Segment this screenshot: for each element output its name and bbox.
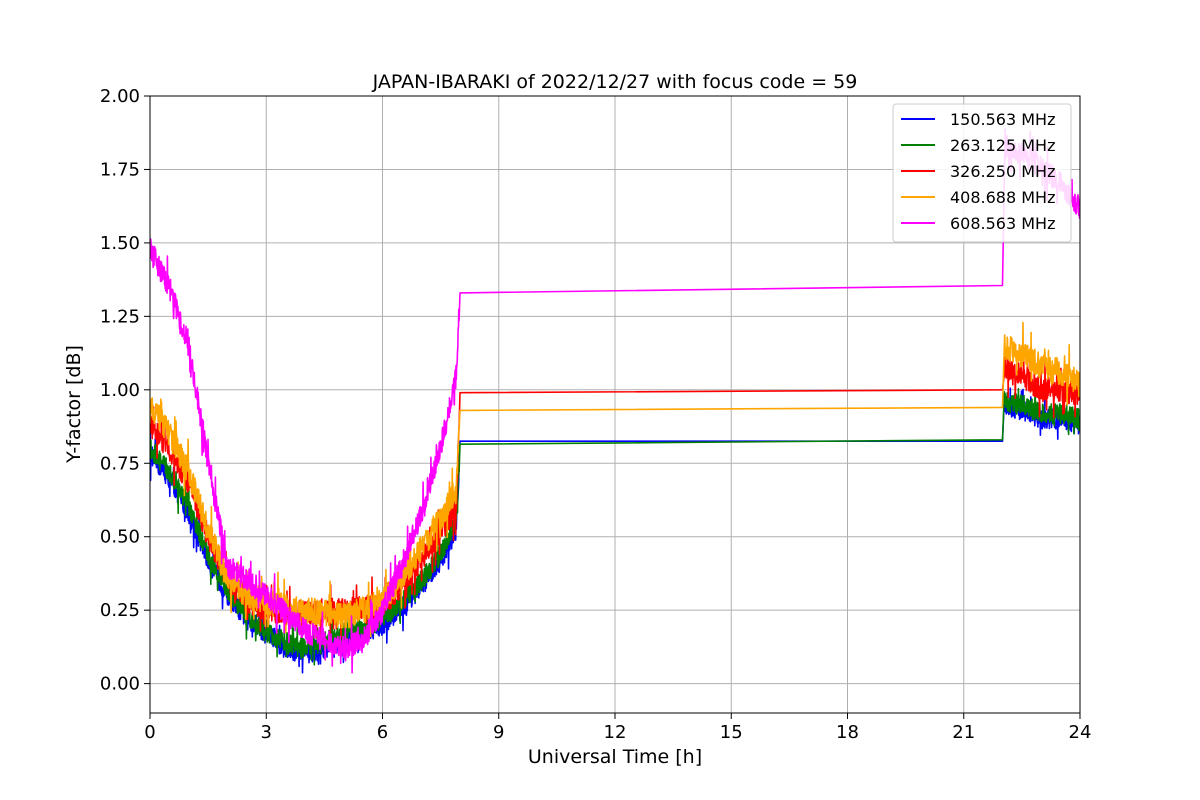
y-tick-label: 0.75 [100,453,140,474]
x-tick-label: 9 [493,722,504,743]
chart-title: JAPAN-IBARAKI of 2022/12/27 with focus c… [372,71,858,93]
legend-label: 263.125 MHz [950,136,1055,155]
y-tick-label: 0.50 [100,527,140,548]
legend-label: 326.250 MHz [950,162,1055,181]
legend-box [892,103,1072,243]
y-tick-label: 1.00 [100,380,140,401]
x-tick-label: 0 [144,722,155,743]
ticks: 0 3 6 9 12 15 18 21 24 0.00 0.25 0.50 0.75 1.00 1.25 1.… [100,86,1092,743]
legend: 150.563 MHz 263.125 MHz 326.250 MHz 408.688… [892,103,1072,243]
legend-label: 608.563 MHz [950,214,1055,233]
y-tick-label: 1.25 [100,306,140,327]
x-tick-label: 3 [261,722,272,743]
x-tick-label: 6 [377,722,388,743]
x-tick-label: 18 [836,722,859,743]
x-tick-label: 12 [604,722,627,743]
series-line-408-688-mhz [150,321,1080,638]
y-axis-label: Y-factor [dB] [63,345,85,464]
y-tick-label: 0.00 [100,674,140,695]
x-tick-label: 15 [720,722,743,743]
y-tick-label: 1.50 [100,233,140,254]
x-axis-label: Universal Time [h] [528,746,702,768]
x-tick-label: 21 [952,722,975,743]
series-layer [150,127,1080,674]
y-tick-label: 0.25 [100,600,140,621]
y-tick-label: 2.00 [100,86,140,107]
legend-label: 150.563 MHz [950,110,1055,129]
legend-label: 408.688 MHz [950,188,1055,207]
x-tick-label: 24 [1069,722,1092,743]
y-tick-label: 1.75 [100,159,140,180]
